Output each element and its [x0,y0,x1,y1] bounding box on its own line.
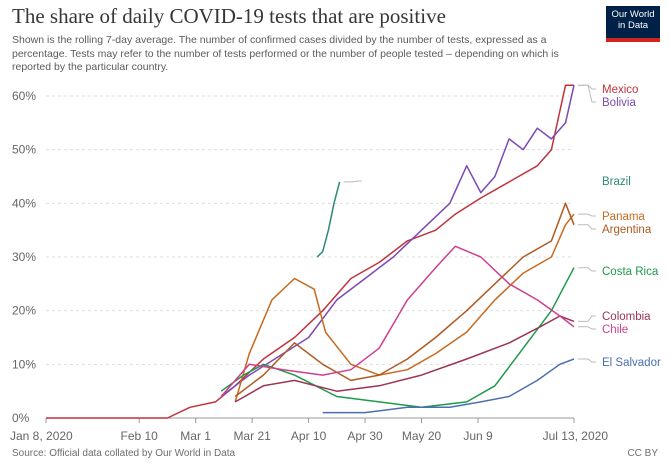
y-axis-ticks: 0% 10% 20% 30% 40% 50% 60% [12,89,36,425]
series-line-chile[interactable] [220,245,575,397]
y-tick-label: 10% [12,357,36,371]
series-line-el-salvador[interactable] [322,358,575,414]
series-label-costa-rica[interactable]: Costa Rica [602,266,659,278]
y-tick-label: 40% [12,196,36,210]
label-connector [578,213,596,217]
series-line-mexico[interactable] [46,84,574,419]
license-link[interactable]: CC BY [627,448,658,459]
y-tick-label: 30% [12,250,36,264]
y-tick-label: 60% [12,89,36,103]
x-tick-label: Feb 10 [120,429,158,443]
label-connector [578,315,596,322]
series-label-brazil[interactable]: Brazil [602,176,631,188]
x-tick-label: Apr 10 [291,429,327,443]
label-connector [578,224,596,230]
series-line-brazil[interactable] [316,181,341,258]
series-label-bolivia[interactable]: Bolivia [602,97,636,109]
label-connector [578,267,596,272]
chart-subtitle: Shown is the rolling 7-day average. The … [12,34,559,73]
x-tick-label: Apr 30 [347,429,383,443]
label-connector [578,84,596,90]
logo-line-1: Our World [611,9,655,20]
chart-title: The share of daily COVID-19 tests that a… [12,4,446,28]
label-connector [578,326,596,330]
y-tick-label: 0% [12,411,30,425]
grid-lines [46,95,574,419]
x-tick-label: May 20 [402,429,442,443]
label-connector [578,358,596,363]
series-lines [46,84,575,419]
x-axis-ticks: Jan 8, 2020 Feb 10 Mar 1 Mar 21 Apr 10 Apr 30… [10,418,608,443]
series-line-bolivia[interactable] [220,85,575,398]
owid-logo[interactable]: Our World in Data [606,6,660,42]
x-tick-label: Mar 1 [180,429,211,443]
x-tick-label: Jan 8, 2020 [10,429,73,443]
label-connector [578,84,596,103]
series-line-colombia[interactable] [234,315,575,403]
series-label-chile[interactable]: Chile [602,324,628,336]
x-tick-label: Mar 21 [233,429,271,443]
y-tick-label: 50% [12,143,36,157]
series-line-argentina[interactable] [234,202,575,398]
x-tick-label: Jun 9 [463,429,493,443]
x-tick-label: Jul 13, 2020 [543,429,609,443]
series-label-panama[interactable]: Panama [602,211,645,223]
y-tick-label: 20% [12,304,36,318]
series-label-mexico[interactable]: Mexico [602,84,638,96]
logo-line-2: in Data [617,20,649,31]
series-label-argentina[interactable]: Argentina [602,224,652,236]
series-label-el-salvador[interactable]: El Salvador [602,357,661,369]
source-note: Source: Official data collated by Our Wo… [12,448,236,459]
label-connector [343,180,362,183]
series-line-panama[interactable] [234,213,575,403]
series-label-colombia[interactable]: Colombia [602,311,651,323]
